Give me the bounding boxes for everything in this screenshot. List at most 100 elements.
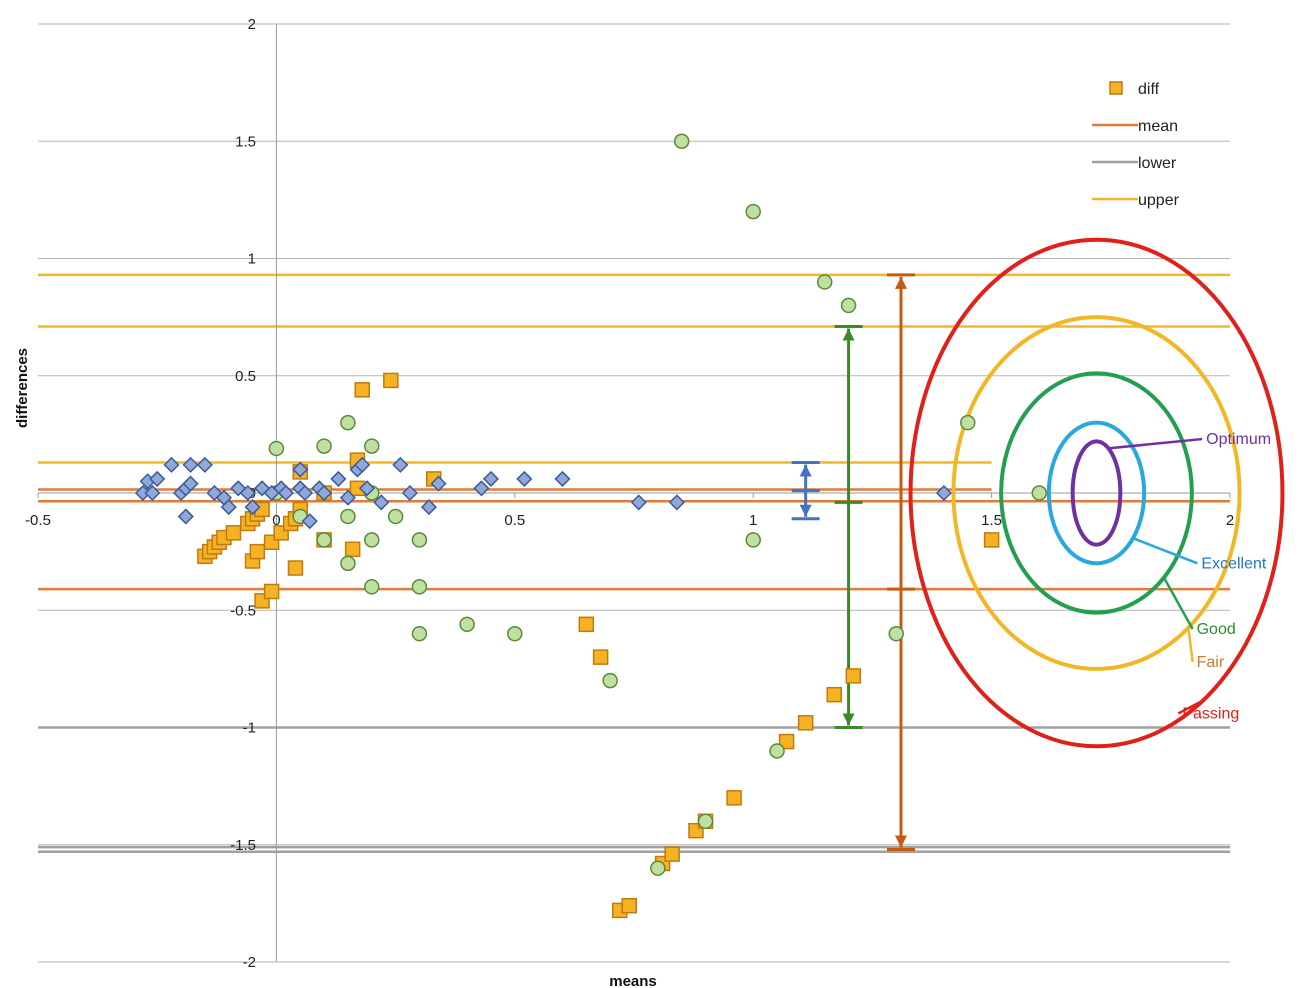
- data-point-circle: [340, 414, 356, 431]
- x-axis-title: means: [609, 973, 657, 988]
- ring-connector-good: [1162, 576, 1194, 630]
- data-point-diamond: [316, 484, 333, 502]
- legend: diff mean lower upper: [1092, 81, 1180, 209]
- data-point-diamond: [516, 470, 533, 487]
- data-points: [134, 133, 1048, 919]
- target-rings: Optimum Excellent Good Fair Passing: [908, 237, 1285, 749]
- y-tick-label: -1.5: [230, 837, 256, 854]
- data-point-diamond: [482, 470, 500, 487]
- interval-arrows: [791, 273, 916, 851]
- data-point-square: [578, 616, 595, 633]
- data-point-diamond: [182, 475, 199, 492]
- data-point-square: [592, 649, 609, 665]
- data-point-diamond: [630, 494, 647, 511]
- interval-arrow: [887, 273, 916, 851]
- ring-label-passing: Passing: [1182, 705, 1239, 722]
- data-point-diamond: [554, 470, 571, 487]
- x-tick-label: -0.5: [25, 512, 51, 529]
- legend-entry-lower: lower: [1092, 155, 1177, 172]
- legend-label: upper: [1138, 192, 1180, 209]
- data-point-circle: [316, 438, 332, 454]
- data-point-diamond: [220, 499, 237, 516]
- data-point-circle: [387, 508, 404, 525]
- y-tick-label: -0.5: [230, 602, 256, 619]
- data-point-diamond: [935, 484, 952, 502]
- data-point-circle: [364, 579, 380, 595]
- ring-connector-excellent: [1132, 537, 1198, 565]
- data-point-square: [778, 733, 795, 750]
- interval-arrowhead: [895, 835, 908, 848]
- data-point-diamond: [358, 480, 376, 497]
- legend-label: diff: [1138, 81, 1160, 98]
- ring-label-optimum: Optimum: [1206, 431, 1271, 448]
- data-point-diamond: [244, 499, 261, 516]
- data-point-circle: [411, 532, 428, 548]
- data-point-diamond: [182, 456, 199, 473]
- interval-arrow: [791, 461, 820, 521]
- data-point-square: [287, 560, 304, 576]
- data-point-square: [383, 372, 399, 389]
- data-point-square: [664, 846, 680, 862]
- data-point-circle: [507, 625, 523, 642]
- data-point-circle: [411, 579, 428, 595]
- data-point-circle: [673, 133, 690, 149]
- data-point-circle: [340, 508, 356, 525]
- ring-label-fair: Fair: [1197, 654, 1225, 671]
- data-point-diamond: [420, 499, 438, 516]
- data-point-square: [344, 541, 361, 558]
- y-tick-label: 1: [248, 251, 256, 268]
- legend-entry-upper: upper: [1092, 192, 1180, 209]
- data-point-circle: [697, 813, 714, 830]
- data-point-circle: [816, 274, 833, 290]
- data-point-diamond: [196, 456, 213, 473]
- data-point-diamond: [296, 484, 314, 502]
- legend-label: mean: [1138, 118, 1178, 135]
- data-point-circle: [745, 203, 761, 220]
- interval-arrowhead: [895, 276, 908, 289]
- interval-arrowhead: [799, 464, 812, 477]
- data-point-circle: [340, 555, 356, 572]
- data-point-diamond: [430, 475, 447, 492]
- data-point-square: [249, 543, 266, 560]
- data-point-diamond: [239, 484, 256, 502]
- x-tick-label: 2: [1226, 512, 1234, 529]
- data-point-circle: [411, 625, 428, 642]
- data-point-circle: [1031, 485, 1048, 501]
- legend-entry-diff: diff: [1109, 81, 1160, 98]
- data-point-circle: [268, 440, 285, 457]
- legend-label: lower: [1138, 155, 1177, 172]
- data-point-circle: [888, 625, 904, 642]
- data-point-diamond: [339, 489, 356, 506]
- data-point-square: [225, 525, 242, 541]
- data-point-diamond: [144, 484, 161, 502]
- target-ring-good: [999, 371, 1194, 615]
- data-point-diamond: [668, 494, 685, 511]
- interval-arrowhead: [842, 328, 855, 341]
- data-point-circle: [364, 532, 380, 548]
- data-point-circle: [745, 532, 761, 548]
- data-point-circle: [650, 860, 666, 876]
- data-point-square: [845, 668, 862, 684]
- interval-arrowhead: [842, 713, 855, 726]
- data-point-square: [797, 715, 814, 731]
- data-point-diamond: [177, 508, 194, 525]
- ring-label-good: Good: [1197, 621, 1236, 638]
- data-point-diamond: [163, 456, 180, 473]
- data-point-diamond: [277, 484, 294, 502]
- legend-swatch: [1109, 81, 1123, 95]
- y-tick-label: 2: [248, 16, 256, 33]
- legend-entry-mean: mean: [1092, 118, 1178, 135]
- data-point-circle: [840, 297, 857, 314]
- data-point-diamond: [330, 470, 347, 487]
- y-tick-label: -1: [243, 720, 256, 737]
- data-point-diamond: [401, 484, 418, 502]
- data-point-circle: [364, 438, 380, 454]
- data-point-diamond: [473, 480, 490, 497]
- data-point-circle: [769, 743, 785, 759]
- x-tick-label: 1: [749, 512, 757, 529]
- data-point-diamond: [301, 513, 318, 530]
- x-tick-label: 0: [272, 512, 280, 529]
- target-ring-optimum: [1070, 439, 1123, 547]
